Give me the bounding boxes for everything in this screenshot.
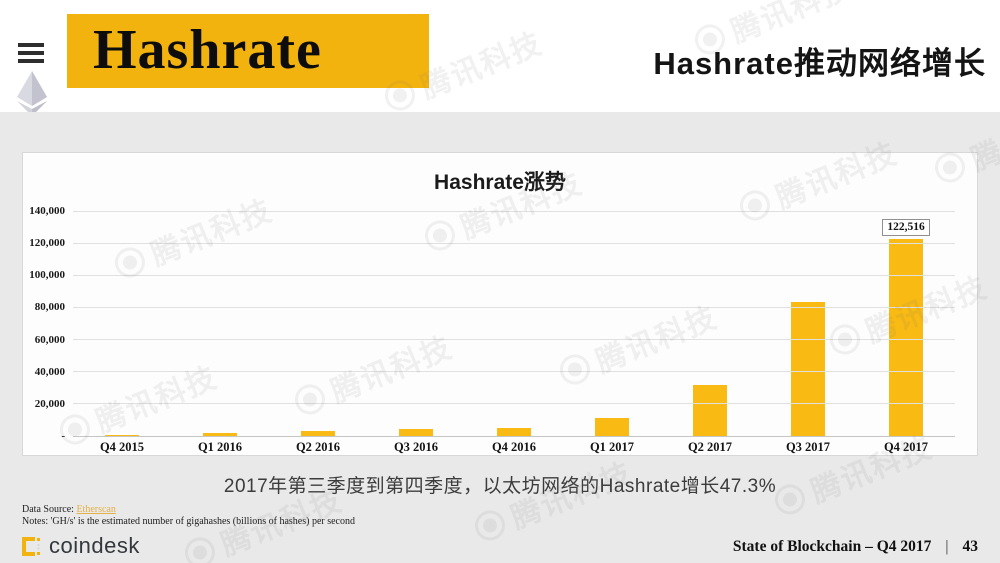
y-tick-label: 40,000 bbox=[34, 365, 65, 378]
bar bbox=[301, 430, 335, 436]
x-tick-label: Q2 2016 bbox=[295, 440, 341, 454]
hamburger-menu-icon[interactable] bbox=[18, 43, 44, 64]
x-tick-label: Q4 2015 bbox=[99, 440, 145, 454]
y-tick-label: 120,000 bbox=[29, 237, 65, 250]
gridline bbox=[73, 339, 955, 341]
bar bbox=[203, 433, 237, 436]
bar-slot bbox=[269, 211, 367, 436]
x-tick-label: Q1 2017 bbox=[589, 440, 635, 454]
footer-divider: | bbox=[945, 538, 949, 555]
page-title: Hashrate bbox=[93, 19, 322, 81]
report-title: State of Blockchain – Q4 2017 bbox=[732, 538, 932, 555]
watermark-text: 腾讯科技 bbox=[416, 26, 548, 106]
y-tick-label: 20,000 bbox=[34, 397, 65, 410]
page-number: 43 bbox=[962, 538, 979, 555]
x-axis: Q4 2015 Q1 2016 Q2 2016 Q3 2016 Q4 2016 Q1 20… bbox=[73, 440, 955, 455]
bar bbox=[693, 385, 727, 436]
chart-title: Hashrate涨势 bbox=[434, 171, 566, 194]
gridline bbox=[73, 242, 955, 244]
bar-slot bbox=[563, 211, 661, 436]
bar bbox=[595, 417, 629, 436]
slide-title-box: Hashrate bbox=[67, 14, 429, 88]
slide-headline: Hashrate推动网络增长 bbox=[653, 46, 986, 81]
y-tick-label: 140,000 bbox=[29, 205, 65, 217]
notes-line: Notes: 'GH/s' is the estimated number of… bbox=[22, 516, 355, 527]
gridline bbox=[73, 210, 955, 212]
y-axis: 140,000 120,000 100,000 80,000 60,000 40,000 2… bbox=[23, 205, 65, 442]
x-tick-label: Q2 2017 bbox=[687, 440, 733, 454]
gridline bbox=[73, 435, 955, 437]
x-tick-label: Q3 2017 bbox=[785, 440, 831, 454]
x-tick-label: Q4 2016 bbox=[491, 440, 537, 454]
bar bbox=[399, 428, 433, 436]
x-tick-label: Q1 2016 bbox=[197, 440, 243, 454]
chart-card: Hashrate涨势 140,000 120,000 100,000 80,000 60… bbox=[22, 152, 978, 456]
data-source-line: Data Source: Etherscan bbox=[22, 504, 116, 515]
bars-row: 122,516 bbox=[73, 211, 955, 436]
bar-slot bbox=[171, 211, 269, 436]
gridline bbox=[73, 403, 955, 405]
coindesk-icon bbox=[22, 536, 40, 556]
gridline bbox=[73, 306, 955, 308]
data-source-label: Data Source: bbox=[22, 504, 74, 515]
footer-report-line: State of Blockchain – Q4 2017 | 43 bbox=[733, 538, 978, 556]
y-tick-label: 60,000 bbox=[34, 333, 65, 346]
caption: 2017年第三季度到第四季度，以太坊网络的Hashrate增长47.3% bbox=[223, 476, 777, 497]
y-tick-label: 100,000 bbox=[29, 269, 65, 282]
bar-slot bbox=[73, 211, 171, 436]
bar-slot: 122,516 bbox=[857, 211, 955, 436]
y-tick-label: 80,000 bbox=[34, 301, 65, 314]
chart-plot-wrapper: 140,000 120,000 100,000 80,000 60,000 40,000 2… bbox=[23, 205, 977, 442]
bar bbox=[791, 302, 825, 436]
bar bbox=[105, 434, 139, 436]
x-tick-label: Q4 2017 bbox=[883, 440, 929, 454]
bar-slot bbox=[661, 211, 759, 436]
gridline bbox=[73, 371, 955, 373]
y-tick-label: - bbox=[61, 430, 65, 442]
coindesk-logo: coindesk bbox=[20, 533, 140, 559]
bar bbox=[889, 239, 923, 436]
bar bbox=[497, 427, 531, 436]
plot-area: 122,516 bbox=[73, 210, 955, 437]
x-tick-label: Q3 2016 bbox=[393, 440, 439, 454]
bar-slot bbox=[759, 211, 857, 436]
bar-slot bbox=[465, 211, 563, 436]
gridline bbox=[73, 274, 955, 276]
bar-slot bbox=[367, 211, 465, 436]
bar-data-label: 122,516 bbox=[882, 219, 930, 237]
coindesk-wordmark: coindesk bbox=[49, 533, 140, 558]
data-source-link[interactable]: Etherscan bbox=[76, 504, 116, 515]
